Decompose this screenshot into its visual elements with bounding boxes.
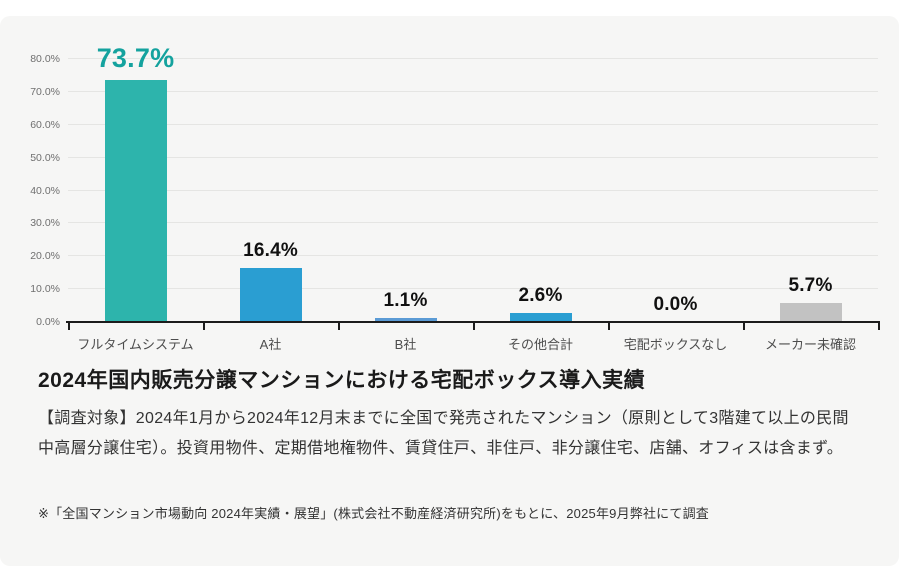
category-label: A社 — [259, 337, 282, 352]
bar-value-label: 16.4% — [243, 240, 298, 262]
category-label: B社 — [394, 337, 417, 352]
source-footnote: ※「全国マンション市場動向 2024年実績・展望」(株式会社不動産経済研究所)を… — [38, 506, 709, 521]
x-axis-category-labels: フルタイムシステム A社 B社 その他合計 宅配ボックスなし メーカー未確認 — [68, 334, 878, 353]
y-axis-tick-label: 40.0% — [30, 184, 60, 197]
chart-title: 2024年国内販売分譲マンションにおける宅配ボックス導入実績 — [38, 369, 646, 392]
y-axis-tick-label: 0.0% — [36, 316, 60, 328]
chart-card: 0.0% 10.0% 20.0% 30.0% 40.0% 50.0% 60.0% 70.0% 8… — [0, 16, 899, 566]
bar-6 — [779, 303, 842, 322]
gridline — [68, 123, 878, 125]
x-axis-tick — [743, 323, 745, 330]
bar-chart-plot-area: 0.0% 10.0% 20.0% 30.0% 40.0% 50.0% 60.0% 70.0% 8… — [30, 43, 878, 328]
y-axis-tick-label: 60.0% — [30, 118, 60, 131]
gridline — [68, 222, 878, 224]
y-axis-tick-label: 50.0% — [30, 151, 60, 164]
y-axis-tick-label: 30.0% — [30, 217, 60, 230]
bar-2 — [239, 268, 302, 322]
category-label: メーカー未確認 — [764, 337, 856, 352]
gridline — [68, 90, 878, 92]
gridline — [68, 156, 878, 158]
bar-value-label: 73.7% — [96, 42, 175, 73]
x-axis-tick — [68, 323, 70, 330]
gridline — [68, 58, 878, 59]
y-axis-tick-label: 80.0% — [30, 53, 60, 65]
gridline — [68, 189, 878, 191]
survey-scope-description: 【調査対象】2024年1月から2024年12月末までに全国で発売されたマンション… — [38, 410, 849, 457]
x-axis-tick — [878, 323, 880, 330]
x-axis-tick — [338, 323, 340, 330]
bar-value-label: 0.0% — [653, 294, 698, 315]
y-axis-tick-label: 20.0% — [30, 250, 60, 263]
x-axis-line — [66, 321, 880, 330]
category-label: 宅配ボックスなし — [623, 337, 728, 352]
bar-value-label: 5.7% — [788, 275, 833, 297]
bar-1 — [104, 79, 167, 322]
bar-3 — [374, 318, 437, 322]
x-axis-tick — [203, 323, 205, 330]
bar-value-label: 1.1% — [383, 290, 428, 312]
gridline — [68, 288, 878, 290]
y-axis-tick-label: 10.0% — [30, 283, 60, 296]
y-axis-tick-label: 70.0% — [30, 85, 60, 98]
bar-4 — [509, 313, 572, 322]
bar-value-label: 2.6% — [518, 285, 563, 307]
x-axis-tick — [473, 323, 475, 330]
category-label: フルタイムシステム — [77, 337, 194, 352]
gridline — [68, 255, 878, 257]
category-label: その他合計 — [507, 337, 573, 352]
x-axis-tick — [608, 323, 610, 330]
